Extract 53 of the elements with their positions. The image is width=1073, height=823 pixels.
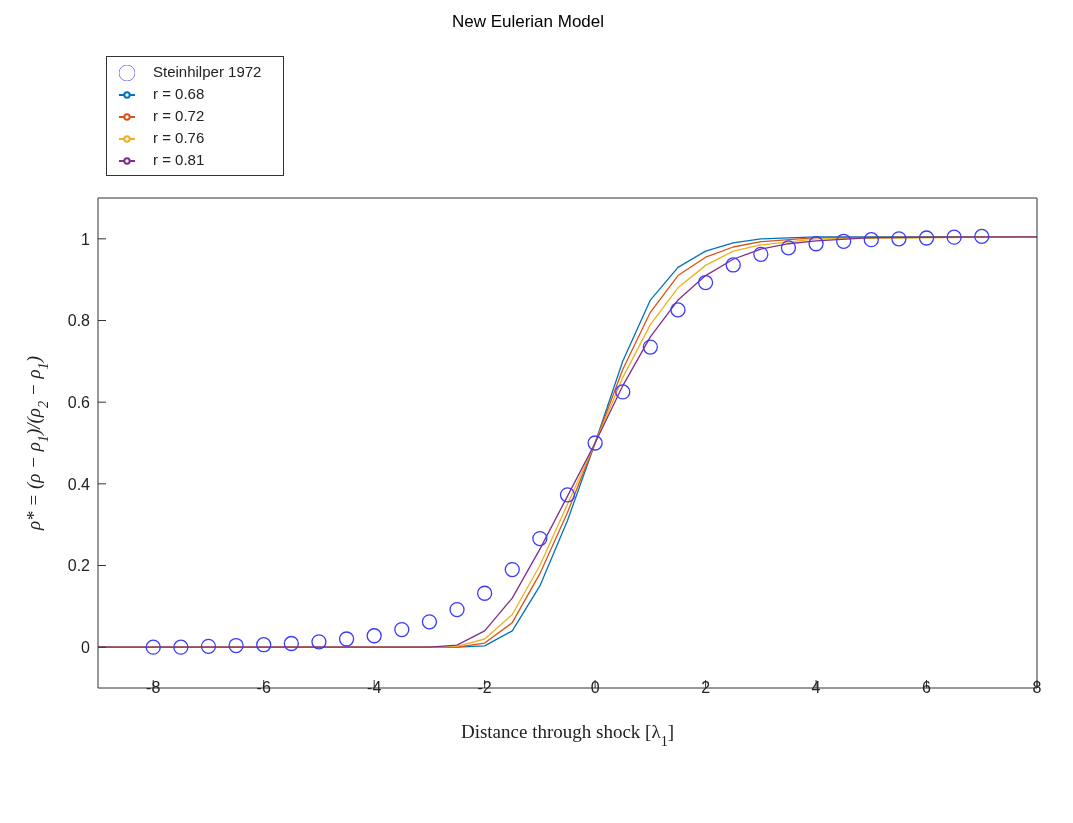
- point: [504, 561, 520, 578]
- y-tick-label: 0.4: [67, 475, 91, 493]
- x-tick-label: -6: [256, 679, 271, 697]
- legend-label: r = 0.72: [153, 107, 205, 124]
- point: [200, 638, 217, 654]
- point: [256, 637, 272, 653]
- point: [394, 621, 410, 638]
- point: [863, 232, 879, 248]
- point: [366, 628, 382, 644]
- x-tick-label: 8: [1032, 679, 1042, 697]
- y-tick-label: 0.6: [67, 393, 91, 411]
- point: [283, 635, 299, 652]
- y-tick-label: 0.8: [67, 312, 91, 330]
- point: [228, 637, 244, 654]
- x-tick-label: -2: [477, 679, 492, 697]
- point: [642, 339, 658, 355]
- point: [697, 274, 714, 291]
- x-tick-label: 0: [590, 679, 600, 697]
- y-tick-label: 0.2: [67, 557, 91, 575]
- x-tick-label: 2: [701, 679, 711, 697]
- point: [559, 487, 576, 503]
- x-tick-label: -8: [146, 679, 161, 697]
- point: [338, 631, 355, 647]
- point: [670, 302, 686, 318]
- chart-title: New Eulerian Model: [450, 12, 606, 32]
- x-tick-label: 6: [922, 679, 932, 697]
- point: [891, 231, 907, 247]
- x-axis-title: Distance through shock [λ$_{1}$]: [460, 721, 675, 749]
- point: [725, 257, 741, 273]
- x-tick-label: 4: [811, 679, 821, 697]
- point: [615, 384, 631, 400]
- point: [173, 639, 189, 655]
- legend-label: r = 0.68: [153, 85, 205, 102]
- point: [753, 246, 769, 262]
- point: [532, 530, 548, 547]
- point: [780, 240, 797, 256]
- point: [311, 634, 327, 650]
- point: [808, 236, 824, 252]
- x-tick-label: -4: [367, 679, 382, 697]
- legend-label: Steinhilper 1972: [153, 63, 262, 80]
- point: [587, 435, 603, 451]
- y-tick-label: 0: [81, 638, 91, 656]
- point: [449, 601, 465, 618]
- point: [145, 639, 161, 655]
- legend-label: r = 0.81: [153, 151, 205, 168]
- point: [918, 230, 935, 246]
- point: [421, 614, 438, 630]
- point: [974, 228, 990, 245]
- point: [836, 233, 852, 249]
- y-tick-label: 1: [81, 230, 91, 248]
- legend-label: r = 0.76: [153, 129, 205, 146]
- point: [477, 585, 493, 601]
- point: [946, 229, 962, 245]
